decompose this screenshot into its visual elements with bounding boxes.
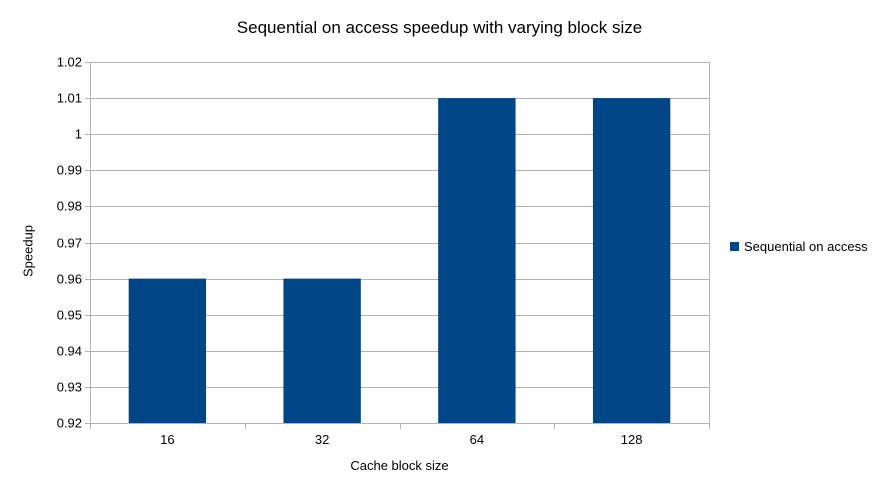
x-tick-label: 64 [470,432,484,447]
y-tick-labels: 0.92 0.93 0.94 0.95 0.96 0.97 0.98 0.99 1 1.01 1.0… [57,55,82,431]
y-tick-label: 0.94 [57,344,82,359]
chart-title: Sequential on access speedup with varyin… [236,18,643,37]
x-axis-label: Cache block size [350,458,449,473]
y-tick-label: 0.98 [57,199,82,214]
legend-swatch [730,242,739,251]
y-tick-label: 0.95 [57,308,82,323]
axes [90,62,710,429]
y-tick-label: 0.99 [57,163,82,178]
x-tick-label: 128 [621,432,643,447]
bars [128,98,671,423]
x-tick-labels: 16 32 64 128 [160,432,642,447]
y-axis-label: Speedup [20,224,36,278]
x-tick-label: 16 [160,432,174,447]
bar [592,98,671,423]
y-tick-label: 1.01 [57,91,82,106]
y-tick-label: 0.93 [57,380,82,395]
x-tick-label: 32 [315,432,329,447]
legend: Sequential on access [730,239,868,254]
y-tick-label: 0.97 [57,236,82,251]
legend-label: Sequential on access [744,239,868,254]
bar [283,278,361,423]
bar [438,98,516,423]
y-tick-label: 0.92 [57,416,82,431]
y-tick-label: 1 [75,127,82,142]
y-tick-label: 0.96 [57,272,82,287]
bar [128,278,207,423]
y-tick-label: 1.02 [57,55,82,70]
